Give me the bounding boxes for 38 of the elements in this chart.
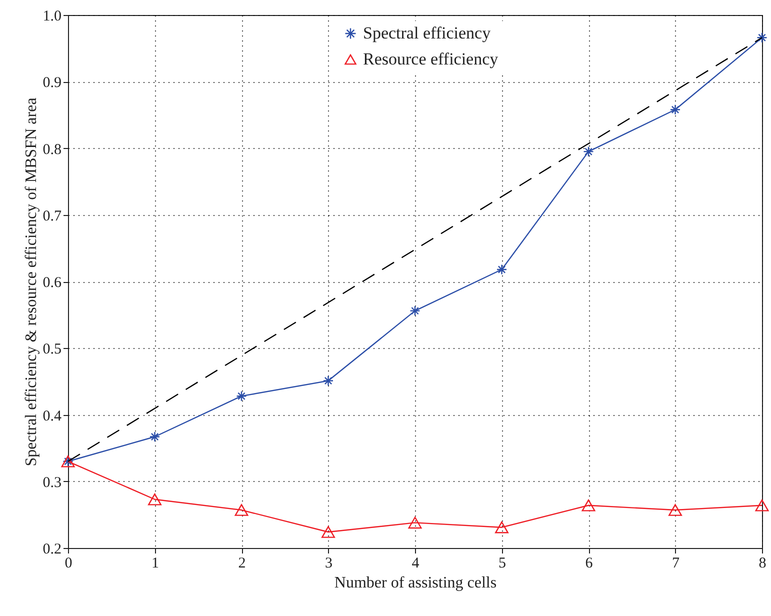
y-tick-label: 0.6 (42, 275, 62, 291)
y-tick-label: 0.2 (42, 542, 62, 558)
x-tick-label: 5 (498, 556, 506, 572)
point (322, 526, 335, 538)
y-tick-label: 0.3 (42, 474, 62, 491)
y-tick-label: 0.9 (42, 75, 62, 92)
point (322, 375, 334, 386)
legend-label: Spectral efficiency (363, 24, 492, 42)
point (234, 504, 248, 516)
x-axis-title: Number of assisting cells (334, 574, 497, 592)
point (755, 499, 769, 512)
point (410, 305, 420, 316)
x-tick-label: 2 (238, 556, 246, 572)
x-tick-label: 1 (152, 556, 159, 572)
y-tick-label: 1.0 (42, 8, 62, 24)
legend-label: Resource efficiency (363, 50, 499, 68)
point (668, 504, 682, 516)
point (149, 431, 160, 442)
y-tick-label: 0.4 (42, 408, 62, 424)
x-tick-label: 4 (412, 556, 420, 572)
point (496, 264, 508, 275)
x-tick-label: 0 (64, 556, 72, 572)
x-tick-label: 7 (672, 556, 680, 572)
y-tick-label: 0.7 (42, 208, 62, 224)
point (148, 493, 162, 506)
y-tick-label: 0.8 (42, 142, 62, 158)
point (583, 146, 594, 157)
x-tick-label: 3 (325, 556, 332, 572)
point (756, 32, 768, 43)
y-axis-title: Spectral efficiency & resource efficiency of MBSFN area (22, 98, 40, 466)
point (582, 499, 596, 512)
y-tick-label: 0.5 (42, 342, 62, 358)
point (408, 516, 422, 529)
point (236, 390, 247, 402)
x-tick-label: 6 (585, 556, 594, 572)
point (670, 104, 681, 115)
point (495, 521, 508, 534)
x-tick-label: 8 (758, 556, 766, 572)
